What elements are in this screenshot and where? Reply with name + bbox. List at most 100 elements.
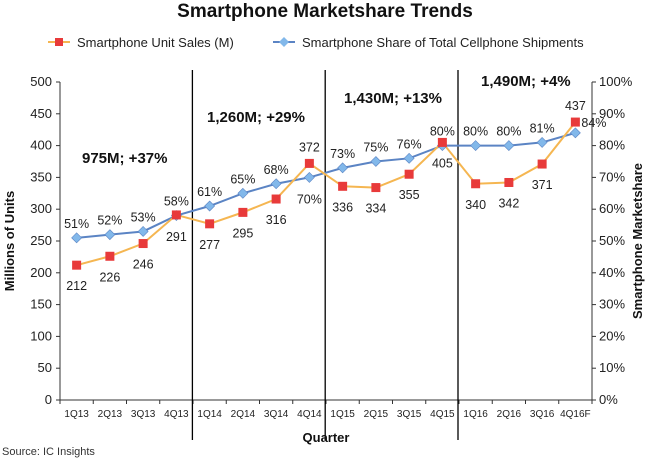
x-tick-label: 1Q15	[330, 409, 355, 420]
sales-point	[404, 169, 414, 179]
share-point	[503, 140, 515, 152]
series-line-unit-sales	[76, 121, 577, 267]
share-data-label: 80%	[496, 125, 521, 139]
y-axis-title-left: Millions of Units	[2, 191, 17, 291]
sales-data-label: 371	[532, 178, 553, 192]
sales-data-label: 340	[465, 198, 486, 212]
share-data-label: 75%	[363, 141, 388, 155]
y-tick-label-right: 80%	[599, 138, 625, 153]
sales-point	[304, 158, 314, 168]
sales-data-label: 372	[299, 140, 320, 154]
y-tick-label-left: 450	[30, 106, 52, 121]
share-point	[204, 200, 216, 212]
sales-point	[437, 137, 447, 147]
series-layer	[71, 117, 581, 270]
series-line-share	[76, 131, 576, 239]
sales-data-label: 336	[332, 200, 353, 214]
y-tick-label-left: 400	[30, 138, 52, 153]
sales-point	[504, 177, 514, 187]
x-tick-label: 3Q13	[131, 409, 156, 420]
legend-label-unit-sales: Smartphone Unit Sales (M)	[77, 35, 234, 50]
source-note: Source: IC Insights	[2, 446, 95, 458]
share-data-label: 65%	[230, 172, 255, 186]
y-axis-title-right: Smartphone Marketshare	[630, 163, 645, 319]
data-labels-layer: 51% 52% 53% 58% 61% 65% 68% 70% 73% 75% 76% 80% 80% 8…	[64, 99, 606, 293]
sales-data-label: 355	[399, 188, 420, 202]
y-tick-label-left: 250	[30, 233, 52, 248]
x-tick-label: 2Q15	[364, 409, 389, 420]
share-point	[403, 152, 415, 164]
x-axis-title: Quarter	[303, 430, 350, 445]
sales-point	[537, 159, 547, 169]
share-data-label: 80%	[463, 125, 488, 139]
sales-data-label: 226	[99, 270, 120, 284]
legend-label-share: Smartphone Share of Total Cellphone Ship…	[302, 35, 584, 50]
share-data-label: 51%	[64, 217, 89, 231]
x-tick-label: 4Q16F	[560, 409, 591, 420]
y-tick-label-right: 70%	[599, 169, 625, 184]
y-tick-label-left: 300	[30, 201, 52, 216]
share-point	[71, 232, 83, 244]
x-tick-label: 3Q14	[264, 409, 289, 420]
share-data-label: 53%	[131, 210, 156, 224]
y-tick-label-left: 0	[45, 392, 52, 407]
share-point	[569, 127, 581, 139]
x-tick-label: 2Q16	[497, 409, 522, 420]
share-data-label: 84%	[581, 116, 606, 130]
share-data-label: 73%	[330, 147, 355, 161]
share-data-label: 52%	[97, 214, 122, 228]
annotation-2014: 1,260M; +29%	[207, 109, 305, 126]
share-data-label: 70%	[297, 192, 322, 206]
y-tick-label-left: 150	[30, 297, 52, 312]
legend: Smartphone Unit Sales (M) Smartphone Sha…	[48, 35, 584, 50]
sales-point	[138, 239, 148, 249]
sales-point	[570, 117, 580, 127]
chart-title: Smartphone Marketshare Trends	[177, 1, 473, 22]
y-tick-label-right: 100%	[599, 74, 633, 89]
sales-point	[238, 207, 248, 217]
x-ticks: 1Q13 2Q13 3Q13 4Q13 1Q14 2Q14 3Q14 4Q14 1Q15 2Q15…	[59, 400, 593, 420]
y-tick-label-right: 20%	[599, 328, 625, 343]
share-data-label: 80%	[430, 125, 455, 139]
share-data-label: 68%	[264, 163, 289, 177]
y-ticks-left: 0 50 100 150 200 250 300 350 400 450 500	[30, 74, 60, 407]
share-point	[104, 229, 116, 241]
annotation-2015: 1,430M; +13%	[344, 90, 442, 107]
x-tick-label: 3Q16	[530, 409, 555, 420]
sales-data-label: 316	[266, 213, 287, 227]
y-tick-label-right: 40%	[599, 265, 625, 280]
share-point	[536, 136, 548, 148]
annotation-2013: 975M; +37%	[82, 150, 167, 167]
x-tick-label: 1Q14	[197, 409, 222, 420]
sales-point	[171, 210, 181, 220]
y-tick-label-left: 50	[38, 360, 52, 375]
sales-data-label: 212	[66, 279, 87, 293]
legend-marker-share	[279, 37, 289, 47]
y-tick-label-right: 0%	[599, 392, 618, 407]
share-data-label: 61%	[197, 185, 222, 199]
y-tick-label-right: 50%	[599, 233, 625, 248]
y-tick-label-left: 350	[30, 169, 52, 184]
sales-point	[72, 260, 82, 270]
sales-point	[371, 183, 381, 193]
sales-data-label: 246	[133, 258, 154, 272]
share-point	[303, 171, 315, 183]
sales-point	[471, 179, 481, 189]
y-tick-label-right: 10%	[599, 360, 625, 375]
share-point	[137, 226, 149, 237]
share-data-label: 81%	[530, 121, 555, 135]
x-tick-label: 4Q15	[430, 409, 455, 420]
sales-point	[205, 219, 215, 229]
share-point	[337, 162, 349, 174]
y-tick-label-left: 100	[30, 328, 52, 343]
x-tick-label: 2Q13	[98, 409, 123, 420]
x-tick-label: 1Q13	[64, 409, 89, 420]
share-data-label: 58%	[164, 195, 189, 209]
share-point	[470, 140, 482, 152]
x-tick-label: 4Q13	[164, 409, 189, 420]
sales-data-label: 277	[199, 238, 220, 252]
x-tick-label: 4Q14	[297, 409, 322, 420]
sales-data-label: 405	[432, 156, 453, 170]
